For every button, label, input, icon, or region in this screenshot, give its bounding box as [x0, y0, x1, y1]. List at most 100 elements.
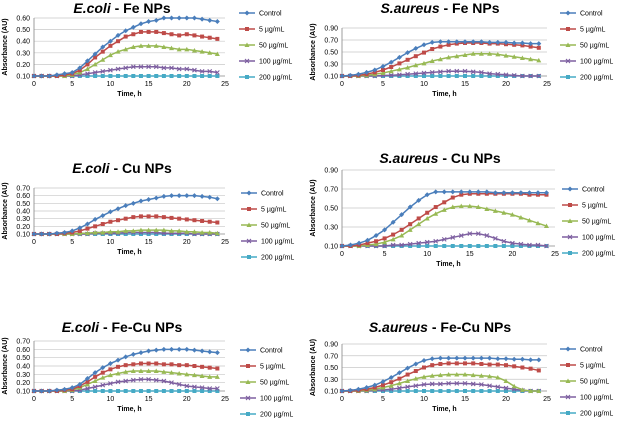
data-point [446, 389, 451, 393]
data-point [138, 368, 144, 373]
data-point [454, 380, 460, 386]
legend-marker [566, 75, 570, 79]
y-tick-label: 0.70 [324, 38, 338, 45]
x-tick-label: 25 [543, 81, 551, 88]
y-axis-label: Absorbance (AU) [2, 18, 9, 75]
data-point [454, 389, 459, 393]
data-point [374, 239, 379, 244]
data-point [184, 383, 190, 389]
data-point [85, 71, 90, 77]
data-point [396, 66, 402, 72]
data-point [364, 384, 370, 390]
data-point [536, 41, 542, 47]
data-point [479, 382, 484, 387]
data-point [397, 61, 402, 66]
data-point [31, 73, 37, 79]
data-point [381, 383, 385, 388]
legend-label: Control [260, 348, 283, 355]
legend-label: Control [582, 187, 605, 194]
data-point [192, 364, 197, 368]
data-point [100, 229, 106, 235]
data-point [413, 383, 419, 389]
data-point [476, 244, 481, 248]
data-point [214, 70, 220, 75]
legend-marker [565, 10, 571, 16]
data-point [77, 381, 83, 387]
data-point [100, 74, 105, 78]
data-point [421, 357, 427, 363]
legend-marker [566, 27, 570, 31]
legend-marker [565, 58, 571, 64]
data-point [176, 15, 182, 21]
data-point [391, 232, 396, 237]
data-point [347, 387, 353, 393]
data-point [130, 368, 136, 373]
data-point [69, 70, 75, 76]
data-point [396, 380, 402, 386]
x-axis-label: Time, h [436, 261, 460, 268]
legend-marker [244, 42, 250, 47]
data-point [536, 45, 541, 50]
data-point [429, 373, 435, 378]
chart-panel-6: S.aureus - Fe-Cu NPs 0.90 0.70 0.50 0.30 0.10… [310, 319, 613, 418]
data-point [504, 74, 508, 78]
data-point [214, 374, 220, 379]
chart-title-treatment: - Fe NPs [111, 0, 171, 16]
data-point [84, 221, 90, 227]
x-tick-label: 10 [107, 396, 115, 403]
data-point [407, 241, 413, 247]
data-point [138, 376, 144, 382]
chart-title-treatment: - Fe NPs [440, 0, 500, 16]
data-point [416, 240, 422, 246]
data-point [430, 389, 435, 393]
data-point [511, 54, 517, 59]
data-point [138, 74, 143, 78]
data-point [501, 190, 507, 196]
data-point [77, 225, 83, 231]
data-point [512, 364, 517, 369]
data-point [470, 69, 476, 75]
data-point [437, 372, 443, 378]
legend-marker [246, 222, 252, 227]
data-point [169, 32, 174, 37]
chart-title-organism: S.aureus [369, 319, 428, 335]
data-point [430, 363, 435, 368]
legend-label: Control [261, 191, 284, 198]
data-point [470, 355, 476, 361]
data-point [130, 24, 136, 30]
data-point [413, 376, 419, 381]
data-point [528, 388, 534, 393]
chart-title-organism: S.aureus [379, 150, 438, 166]
data-point [191, 347, 197, 353]
chart-title-organism: S.aureus [380, 0, 439, 16]
data-point [207, 389, 212, 393]
data-point [169, 370, 175, 375]
data-point [138, 64, 144, 70]
chart-title-treatment: - Fe-Cu NPs [428, 319, 511, 335]
data-point [484, 244, 489, 248]
data-point [487, 74, 492, 78]
data-point [487, 51, 493, 56]
y-tick-label: 0.70 [16, 186, 30, 193]
data-point [501, 210, 507, 215]
data-point [536, 388, 542, 393]
data-point [115, 49, 121, 54]
data-point [389, 380, 394, 385]
data-point [339, 388, 345, 394]
data-point [199, 229, 205, 235]
data-point [526, 217, 532, 223]
data-point [478, 373, 484, 378]
data-point [192, 218, 197, 223]
data-point [191, 47, 197, 53]
data-point [408, 222, 413, 227]
legend-marker [245, 27, 249, 31]
data-point [199, 193, 205, 199]
data-point [433, 244, 438, 248]
data-point [527, 244, 532, 248]
data-point [107, 372, 113, 378]
data-point [184, 46, 190, 52]
data-point [161, 65, 167, 71]
data-point [438, 69, 443, 75]
data-point [438, 74, 443, 78]
data-point [153, 227, 159, 233]
